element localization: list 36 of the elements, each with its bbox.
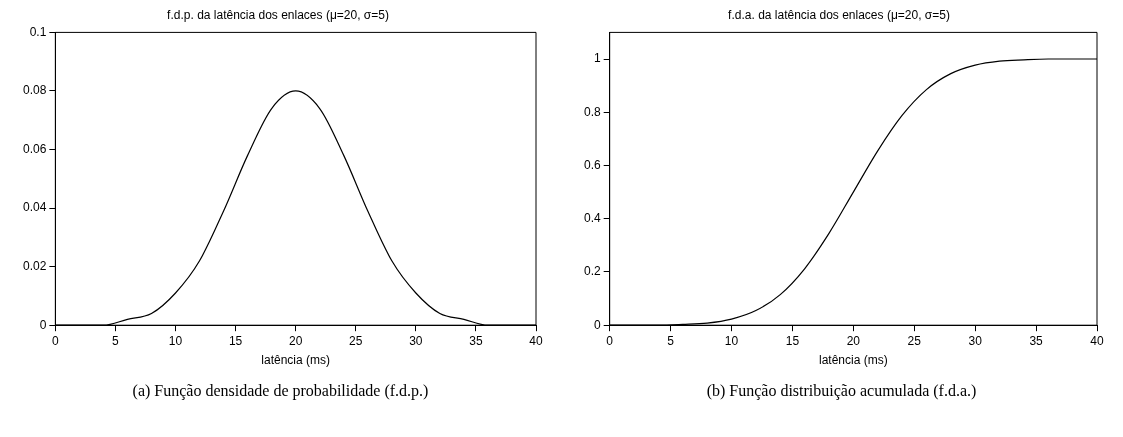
x-tick-label: 20 (846, 333, 861, 348)
chart-title: f.d.p. da latência dos enlaces (μ=20, σ=5) (167, 7, 389, 22)
y-tick-label: 0.08 (23, 83, 47, 98)
y-tick-label: 0.6 (583, 157, 601, 172)
x-tick-label: 0 (52, 333, 60, 348)
x-axis-title: latência (ms) (819, 353, 888, 368)
x-tick-label: 20 (289, 333, 303, 348)
text: (b) Função distribuição acumulada (f.d.a.) (705, 382, 978, 400)
x-tick-label: 10 (168, 333, 183, 348)
x-tick-label: 40 (529, 333, 543, 348)
x-tick-label: 25 (349, 333, 363, 348)
y-tick-label: 0.4 (583, 211, 601, 226)
x-tick-label: 30 (409, 333, 423, 348)
y-tick-label: 0.1 (29, 24, 47, 39)
chart-title: f.d.a. da latência dos enlaces (μ=20, σ=5) (728, 7, 950, 22)
x-tick-label: 35 (1029, 333, 1044, 348)
x-tick-label: 15 (228, 333, 243, 348)
x-axis-title: latência (ms) (261, 353, 331, 368)
x-tick-label: 40 (1090, 333, 1104, 348)
x-tick-label: 30 (968, 333, 983, 348)
y-tick-label: 0.02 (23, 258, 47, 273)
y-tick-label: 0 (39, 317, 47, 332)
x-tick-label: 5 (112, 333, 120, 348)
x-tick-label: 15 (785, 333, 800, 348)
x-tick-label: 10 (724, 333, 739, 348)
x-tick-label: 25 (907, 333, 922, 348)
y-tick-label: 1 (593, 51, 601, 66)
y-tick-label: 0.04 (23, 200, 47, 215)
x-tick-label: 5 (667, 333, 675, 348)
x-tick-label: 35 (469, 333, 483, 348)
y-tick-label: 0.8 (583, 104, 601, 119)
y-tick-label: 0 (593, 317, 601, 332)
text: (a) Função densidade de probabilidade (f.d.p.) (131, 382, 430, 400)
x-tick-label: 0 (606, 333, 614, 348)
y-tick-label: 0.06 (23, 141, 47, 156)
y-tick-label: 0.2 (583, 264, 601, 279)
